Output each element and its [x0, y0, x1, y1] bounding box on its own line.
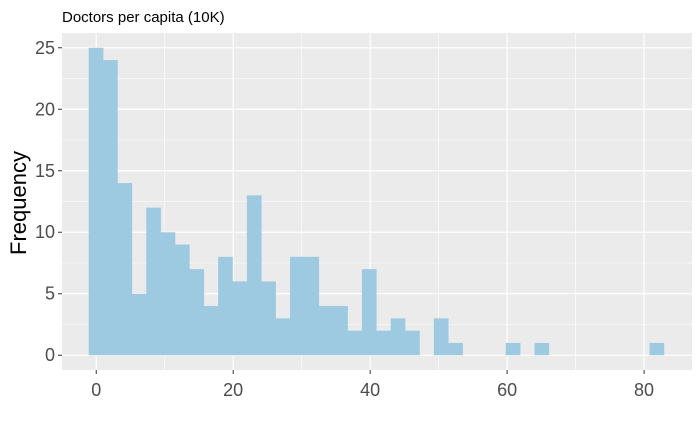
histogram-bar	[275, 318, 291, 356]
histogram-bar	[232, 281, 248, 356]
y-tick-label: 5	[45, 284, 55, 304]
histogram-bar	[146, 207, 161, 356]
histogram-bar	[304, 256, 320, 356]
histogram-bar	[405, 330, 420, 356]
histogram-bar	[103, 60, 118, 356]
histogram-bar	[333, 306, 348, 356]
y-tick-label: 0	[45, 345, 55, 365]
histogram-bar	[361, 269, 377, 356]
minor-gridlines	[62, 33, 692, 370]
x-tick-label: 60	[497, 380, 517, 400]
x-axis: 0 20 40 60 80	[91, 370, 654, 400]
histogram-bar	[649, 342, 665, 356]
histogram-bar	[174, 244, 190, 356]
histogram-bar	[505, 342, 521, 356]
histogram-bar	[218, 256, 233, 356]
histogram-bar	[448, 342, 463, 356]
histogram-bars	[88, 47, 665, 356]
x-tick-label: 0	[91, 380, 101, 400]
histogram-bar	[376, 330, 391, 356]
y-tick-label: 20	[35, 99, 55, 119]
histogram-bar	[261, 281, 276, 356]
histogram-bar	[160, 232, 176, 356]
histogram-bar	[117, 183, 133, 356]
histogram-bar	[246, 195, 262, 356]
histogram-bar	[534, 342, 550, 356]
histogram-bar	[390, 318, 406, 356]
histogram-bar	[347, 330, 363, 356]
y-axis: 0 5 10 15 20 25	[35, 38, 62, 365]
histogram-bar	[433, 318, 449, 356]
x-tick-label: 20	[223, 380, 243, 400]
histogram-bar	[88, 47, 104, 356]
histogram-bar	[203, 306, 219, 356]
histogram-bar	[290, 256, 305, 356]
y-tick-label: 15	[35, 161, 55, 181]
histogram-bar	[318, 306, 334, 356]
y-axis-label: Frequency	[6, 151, 31, 255]
x-tick-label: 40	[360, 380, 380, 400]
histogram-bar	[189, 269, 205, 356]
chart-title: Doctors per capita (10K)	[62, 9, 225, 26]
histogram-bar	[131, 293, 147, 356]
y-tick-label: 25	[35, 38, 55, 58]
x-tick-label: 80	[634, 380, 654, 400]
y-tick-label: 10	[35, 222, 55, 242]
